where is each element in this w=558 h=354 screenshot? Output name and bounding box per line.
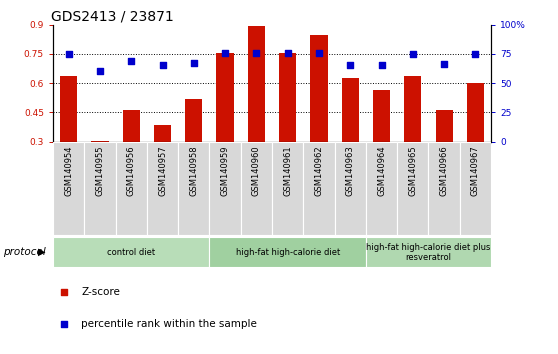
Bar (467, 83, 484, 142)
Point (252, 50, 261, 56)
Bar (123, 110, 140, 142)
Text: control diet: control diet (107, 248, 155, 257)
Bar (248, 26, 265, 142)
Text: GSM140967: GSM140967 (471, 145, 480, 196)
Text: ▶: ▶ (38, 247, 45, 257)
Point (440, 61, 449, 67)
FancyBboxPatch shape (397, 142, 429, 235)
FancyBboxPatch shape (460, 142, 491, 235)
Text: GSM140956: GSM140956 (127, 145, 136, 196)
Text: GSM140962: GSM140962 (315, 145, 324, 196)
Point (283, 50, 292, 56)
Point (377, 62, 386, 68)
Point (346, 62, 355, 68)
Text: GSM140964: GSM140964 (377, 145, 386, 196)
Point (220, 50, 229, 56)
Text: GDS2413 / 23871: GDS2413 / 23871 (51, 10, 174, 24)
Point (189, 60, 198, 65)
FancyBboxPatch shape (53, 142, 84, 235)
Text: GSM140963: GSM140963 (346, 145, 355, 196)
FancyBboxPatch shape (178, 142, 209, 235)
Point (408, 51, 417, 57)
Bar (341, 78, 359, 142)
Bar (185, 99, 203, 142)
FancyBboxPatch shape (116, 142, 147, 235)
Bar (217, 53, 234, 142)
Text: GSM140954: GSM140954 (64, 145, 73, 196)
Point (64, 52, 73, 57)
Text: high-fat high-calorie diet plus
resveratrol: high-fat high-calorie diet plus resverat… (366, 242, 490, 262)
FancyBboxPatch shape (147, 142, 178, 235)
Point (471, 52, 480, 57)
FancyBboxPatch shape (53, 237, 209, 267)
FancyBboxPatch shape (366, 237, 491, 267)
FancyBboxPatch shape (366, 142, 397, 235)
FancyBboxPatch shape (209, 237, 366, 267)
Bar (60, 76, 77, 142)
Text: high-fat high-calorie diet: high-fat high-calorie diet (235, 248, 340, 257)
Text: GSM140957: GSM140957 (158, 145, 167, 196)
Text: GSM140958: GSM140958 (189, 145, 198, 196)
FancyBboxPatch shape (240, 142, 272, 235)
Text: GSM140960: GSM140960 (252, 145, 261, 196)
Bar (435, 110, 453, 142)
Bar (154, 125, 171, 142)
Text: GSM140961: GSM140961 (283, 145, 292, 196)
Bar (373, 90, 390, 142)
Point (158, 62, 167, 68)
FancyBboxPatch shape (84, 142, 116, 235)
Text: protocol: protocol (3, 247, 46, 257)
FancyBboxPatch shape (209, 142, 240, 235)
Point (60, 289, 69, 295)
Text: GSM140966: GSM140966 (440, 145, 449, 196)
Text: Z-score: Z-score (81, 287, 121, 297)
Bar (92, 141, 109, 142)
Text: GSM140955: GSM140955 (95, 145, 104, 196)
FancyBboxPatch shape (429, 142, 460, 235)
Text: percentile rank within the sample: percentile rank within the sample (81, 319, 257, 329)
FancyBboxPatch shape (272, 142, 304, 235)
Text: GSM140959: GSM140959 (220, 145, 229, 196)
Point (315, 50, 324, 56)
Text: GSM140965: GSM140965 (408, 145, 417, 196)
Bar (310, 35, 328, 142)
FancyBboxPatch shape (335, 142, 366, 235)
Point (127, 58, 136, 64)
Point (95, 68, 104, 73)
FancyBboxPatch shape (304, 142, 335, 235)
Bar (279, 53, 296, 142)
Bar (404, 76, 421, 142)
Point (60, 321, 69, 327)
